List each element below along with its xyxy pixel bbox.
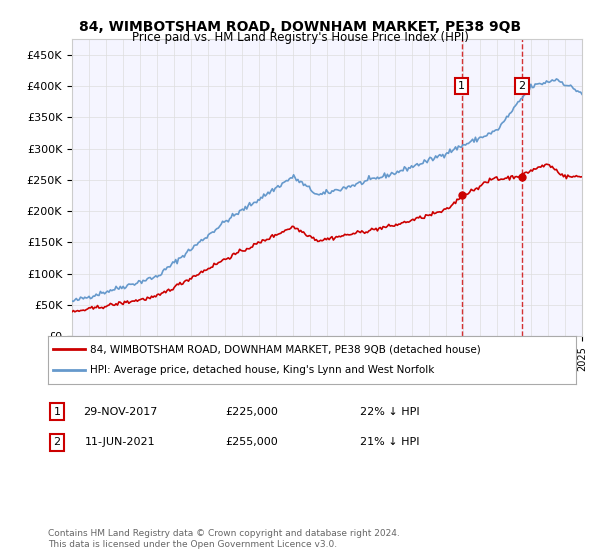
Text: 1: 1: [458, 81, 465, 91]
Text: 2: 2: [53, 437, 61, 447]
Text: 11-JUN-2021: 11-JUN-2021: [85, 437, 155, 447]
Text: £255,000: £255,000: [226, 437, 278, 447]
Text: Contains HM Land Registry data © Crown copyright and database right 2024.
This d: Contains HM Land Registry data © Crown c…: [48, 529, 400, 549]
Text: 22% ↓ HPI: 22% ↓ HPI: [360, 407, 420, 417]
Text: 2: 2: [518, 81, 526, 91]
Text: £225,000: £225,000: [226, 407, 278, 417]
Text: 84, WIMBOTSHAM ROAD, DOWNHAM MARKET, PE38 9QB: 84, WIMBOTSHAM ROAD, DOWNHAM MARKET, PE3…: [79, 20, 521, 34]
Text: 29-NOV-2017: 29-NOV-2017: [83, 407, 157, 417]
Text: HPI: Average price, detached house, King's Lynn and West Norfolk: HPI: Average price, detached house, King…: [90, 365, 434, 375]
Text: 84, WIMBOTSHAM ROAD, DOWNHAM MARKET, PE38 9QB (detached house): 84, WIMBOTSHAM ROAD, DOWNHAM MARKET, PE3…: [90, 344, 481, 354]
Text: 21% ↓ HPI: 21% ↓ HPI: [360, 437, 420, 447]
Text: 1: 1: [53, 407, 61, 417]
Text: Price paid vs. HM Land Registry's House Price Index (HPI): Price paid vs. HM Land Registry's House …: [131, 31, 469, 44]
